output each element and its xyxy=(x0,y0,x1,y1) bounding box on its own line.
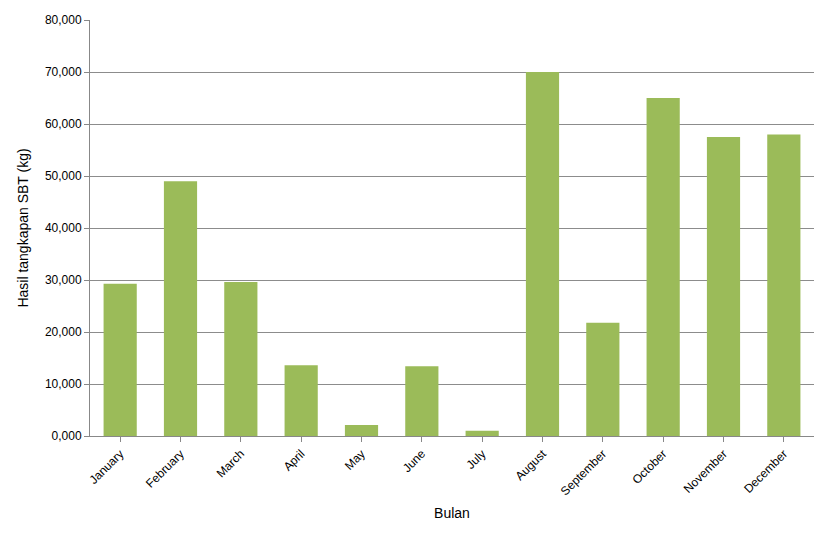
svg-text:April: April xyxy=(281,447,308,474)
svg-text:March: March xyxy=(214,447,247,480)
svg-text:October: October xyxy=(629,447,669,487)
svg-text:80,000: 80,000 xyxy=(45,13,82,27)
svg-text:10,000: 10,000 xyxy=(45,377,82,391)
svg-text:November: November xyxy=(681,447,730,496)
svg-text:August: August xyxy=(513,446,550,483)
svg-text:July: July xyxy=(464,447,489,472)
svg-text:60,000: 60,000 xyxy=(45,117,82,131)
svg-text:May: May xyxy=(342,447,368,473)
svg-text:June: June xyxy=(400,447,429,476)
svg-text:Bulan: Bulan xyxy=(434,505,470,521)
svg-text:Hasil tangkapan SBT (kg): Hasil tangkapan SBT (kg) xyxy=(15,148,31,307)
svg-text:40,000: 40,000 xyxy=(45,221,82,235)
svg-text:30,000: 30,000 xyxy=(45,273,82,287)
svg-text:70,000: 70,000 xyxy=(45,65,82,79)
svg-text:0,000: 0,000 xyxy=(52,429,82,443)
svg-text:January: January xyxy=(86,447,126,487)
svg-text:February: February xyxy=(143,447,187,491)
svg-text:50,000: 50,000 xyxy=(45,169,82,183)
svg-text:20,000: 20,000 xyxy=(45,325,82,339)
svg-text:September: September xyxy=(558,447,609,498)
svg-text:December: December xyxy=(741,447,790,496)
